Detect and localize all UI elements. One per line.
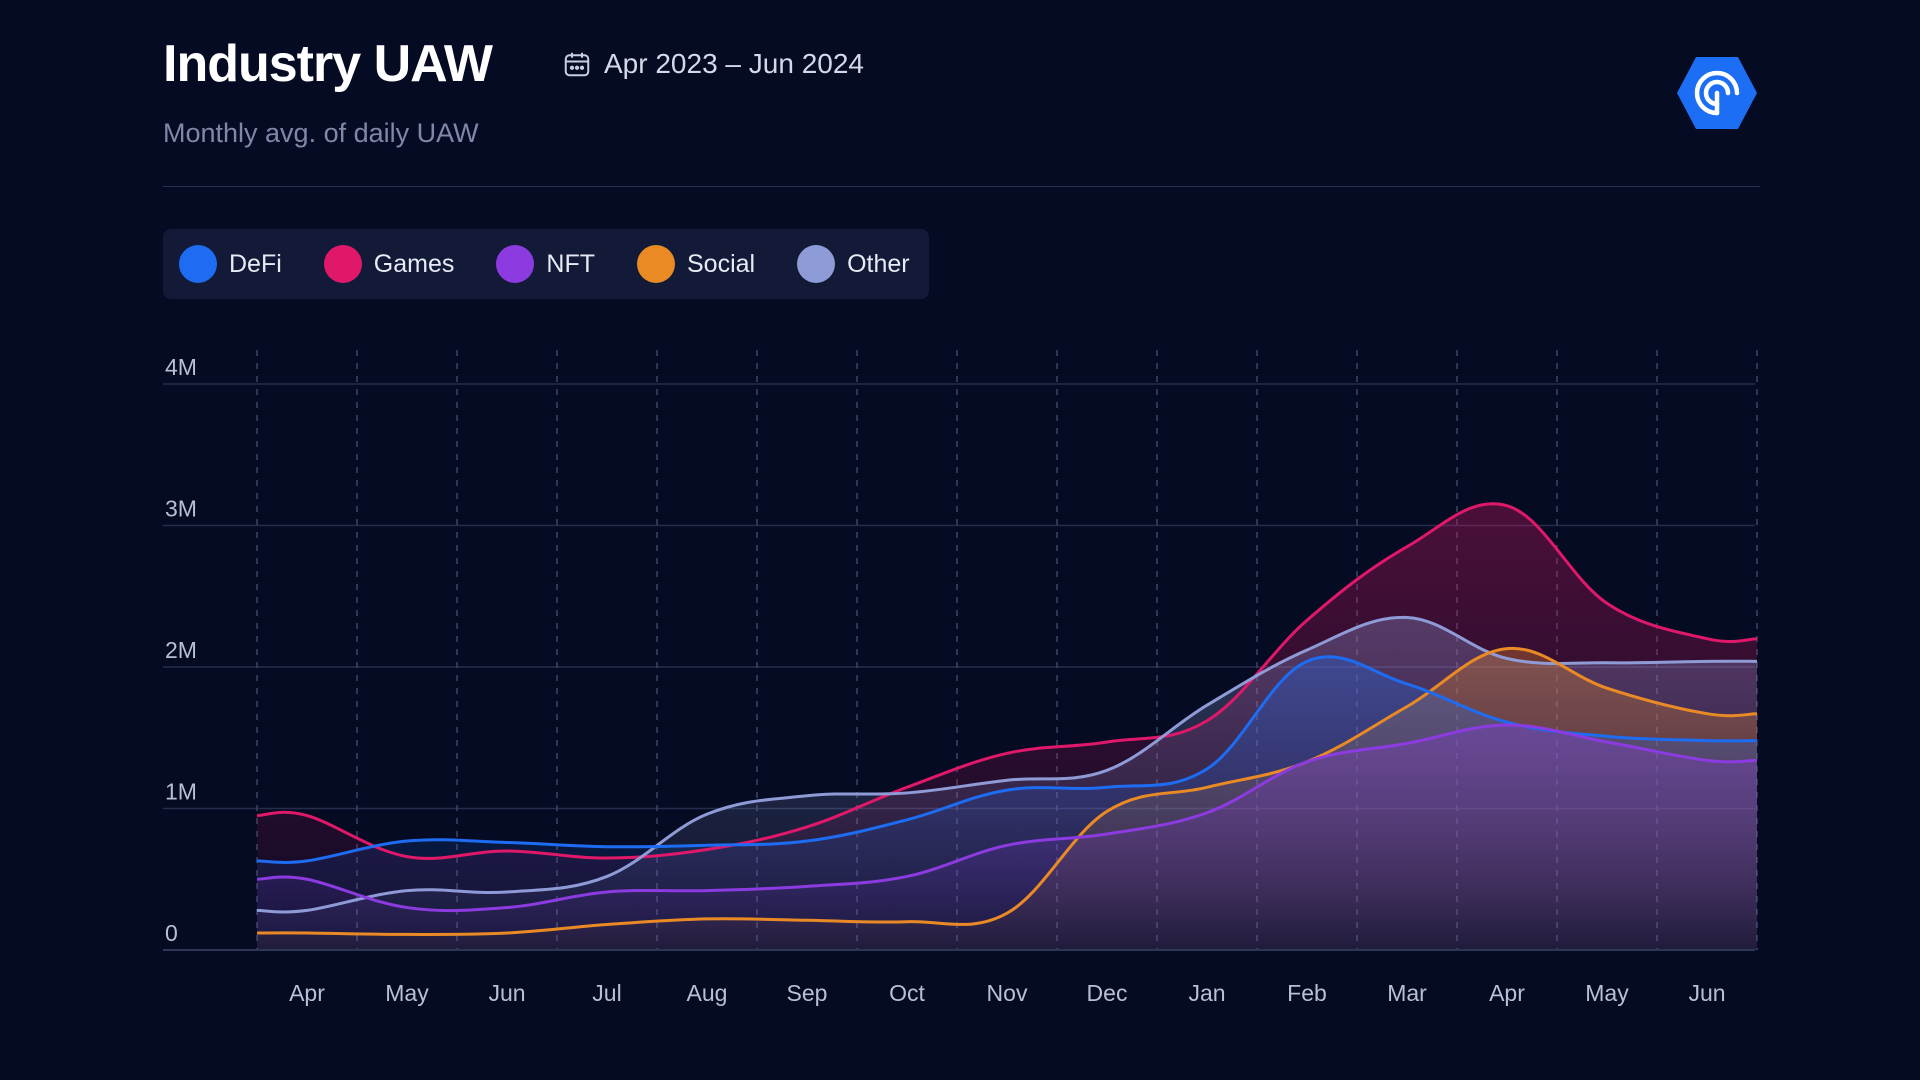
x-tick-label: Jun [488, 980, 525, 1006]
y-tick-label: 2M [165, 637, 197, 663]
legend-label: Social [687, 249, 756, 278]
legend-dot-nft [496, 245, 535, 283]
x-tick-label: Jul [592, 980, 621, 1006]
y-tick-label: 3M [165, 496, 197, 522]
legend: DeFi Games NFT Social Other [163, 229, 929, 299]
page-subtitle: Monthly avg. of daily UAW [163, 118, 479, 148]
x-tick-label: May [1585, 980, 1629, 1006]
legend-dot-other [797, 245, 836, 283]
x-tick-label: May [385, 980, 429, 1006]
series-line-games [256, 502, 1758, 860]
legend-item-social[interactable]: Social [637, 245, 755, 283]
legend-item-defi[interactable]: DeFi [179, 245, 282, 283]
x-tick-label: Feb [1287, 980, 1327, 1006]
y-tick-label: 0 [165, 920, 178, 946]
x-tick-label: Jun [1688, 980, 1725, 1006]
series-area-nft [257, 725, 1757, 950]
series-line-social [256, 647, 1758, 936]
x-tick-label: Oct [889, 980, 925, 1006]
page-title: Industry UAW [163, 35, 493, 93]
date-range-picker[interactable]: Apr 2023 – Jun 2024 [562, 48, 864, 80]
legend-label: NFT [546, 249, 595, 278]
date-range-label: Apr 2023 – Jun 2024 [604, 48, 864, 79]
legend-item-nft[interactable]: NFT [496, 245, 595, 283]
calendar-icon [564, 52, 590, 77]
legend-label: Games [373, 249, 455, 278]
x-tick-label: Dec [1087, 980, 1128, 1006]
legend-label: Other [847, 249, 910, 278]
legend-dot-defi [179, 245, 217, 283]
x-tick-label: Apr [289, 980, 325, 1006]
x-tick-label: Mar [1387, 980, 1427, 1006]
legend-dot-social [637, 245, 675, 283]
header-divider [163, 186, 1760, 187]
x-tick-label: Aug [687, 980, 728, 1006]
x-tick-label: Apr [1489, 980, 1525, 1006]
legend-dot-games [323, 245, 362, 283]
legend-label: DeFi [229, 249, 282, 278]
x-tick-label: Jan [1188, 980, 1225, 1006]
legend-item-other[interactable]: Other [797, 245, 910, 283]
y-tick-label: 4M [165, 354, 197, 380]
y-tick-label: 1M [165, 779, 197, 805]
x-tick-label: Sep [787, 980, 828, 1006]
legend-item-games[interactable]: Games [323, 245, 455, 283]
dappradar-logo-icon [1677, 57, 1757, 129]
x-tick-label: Nov [987, 980, 1028, 1006]
